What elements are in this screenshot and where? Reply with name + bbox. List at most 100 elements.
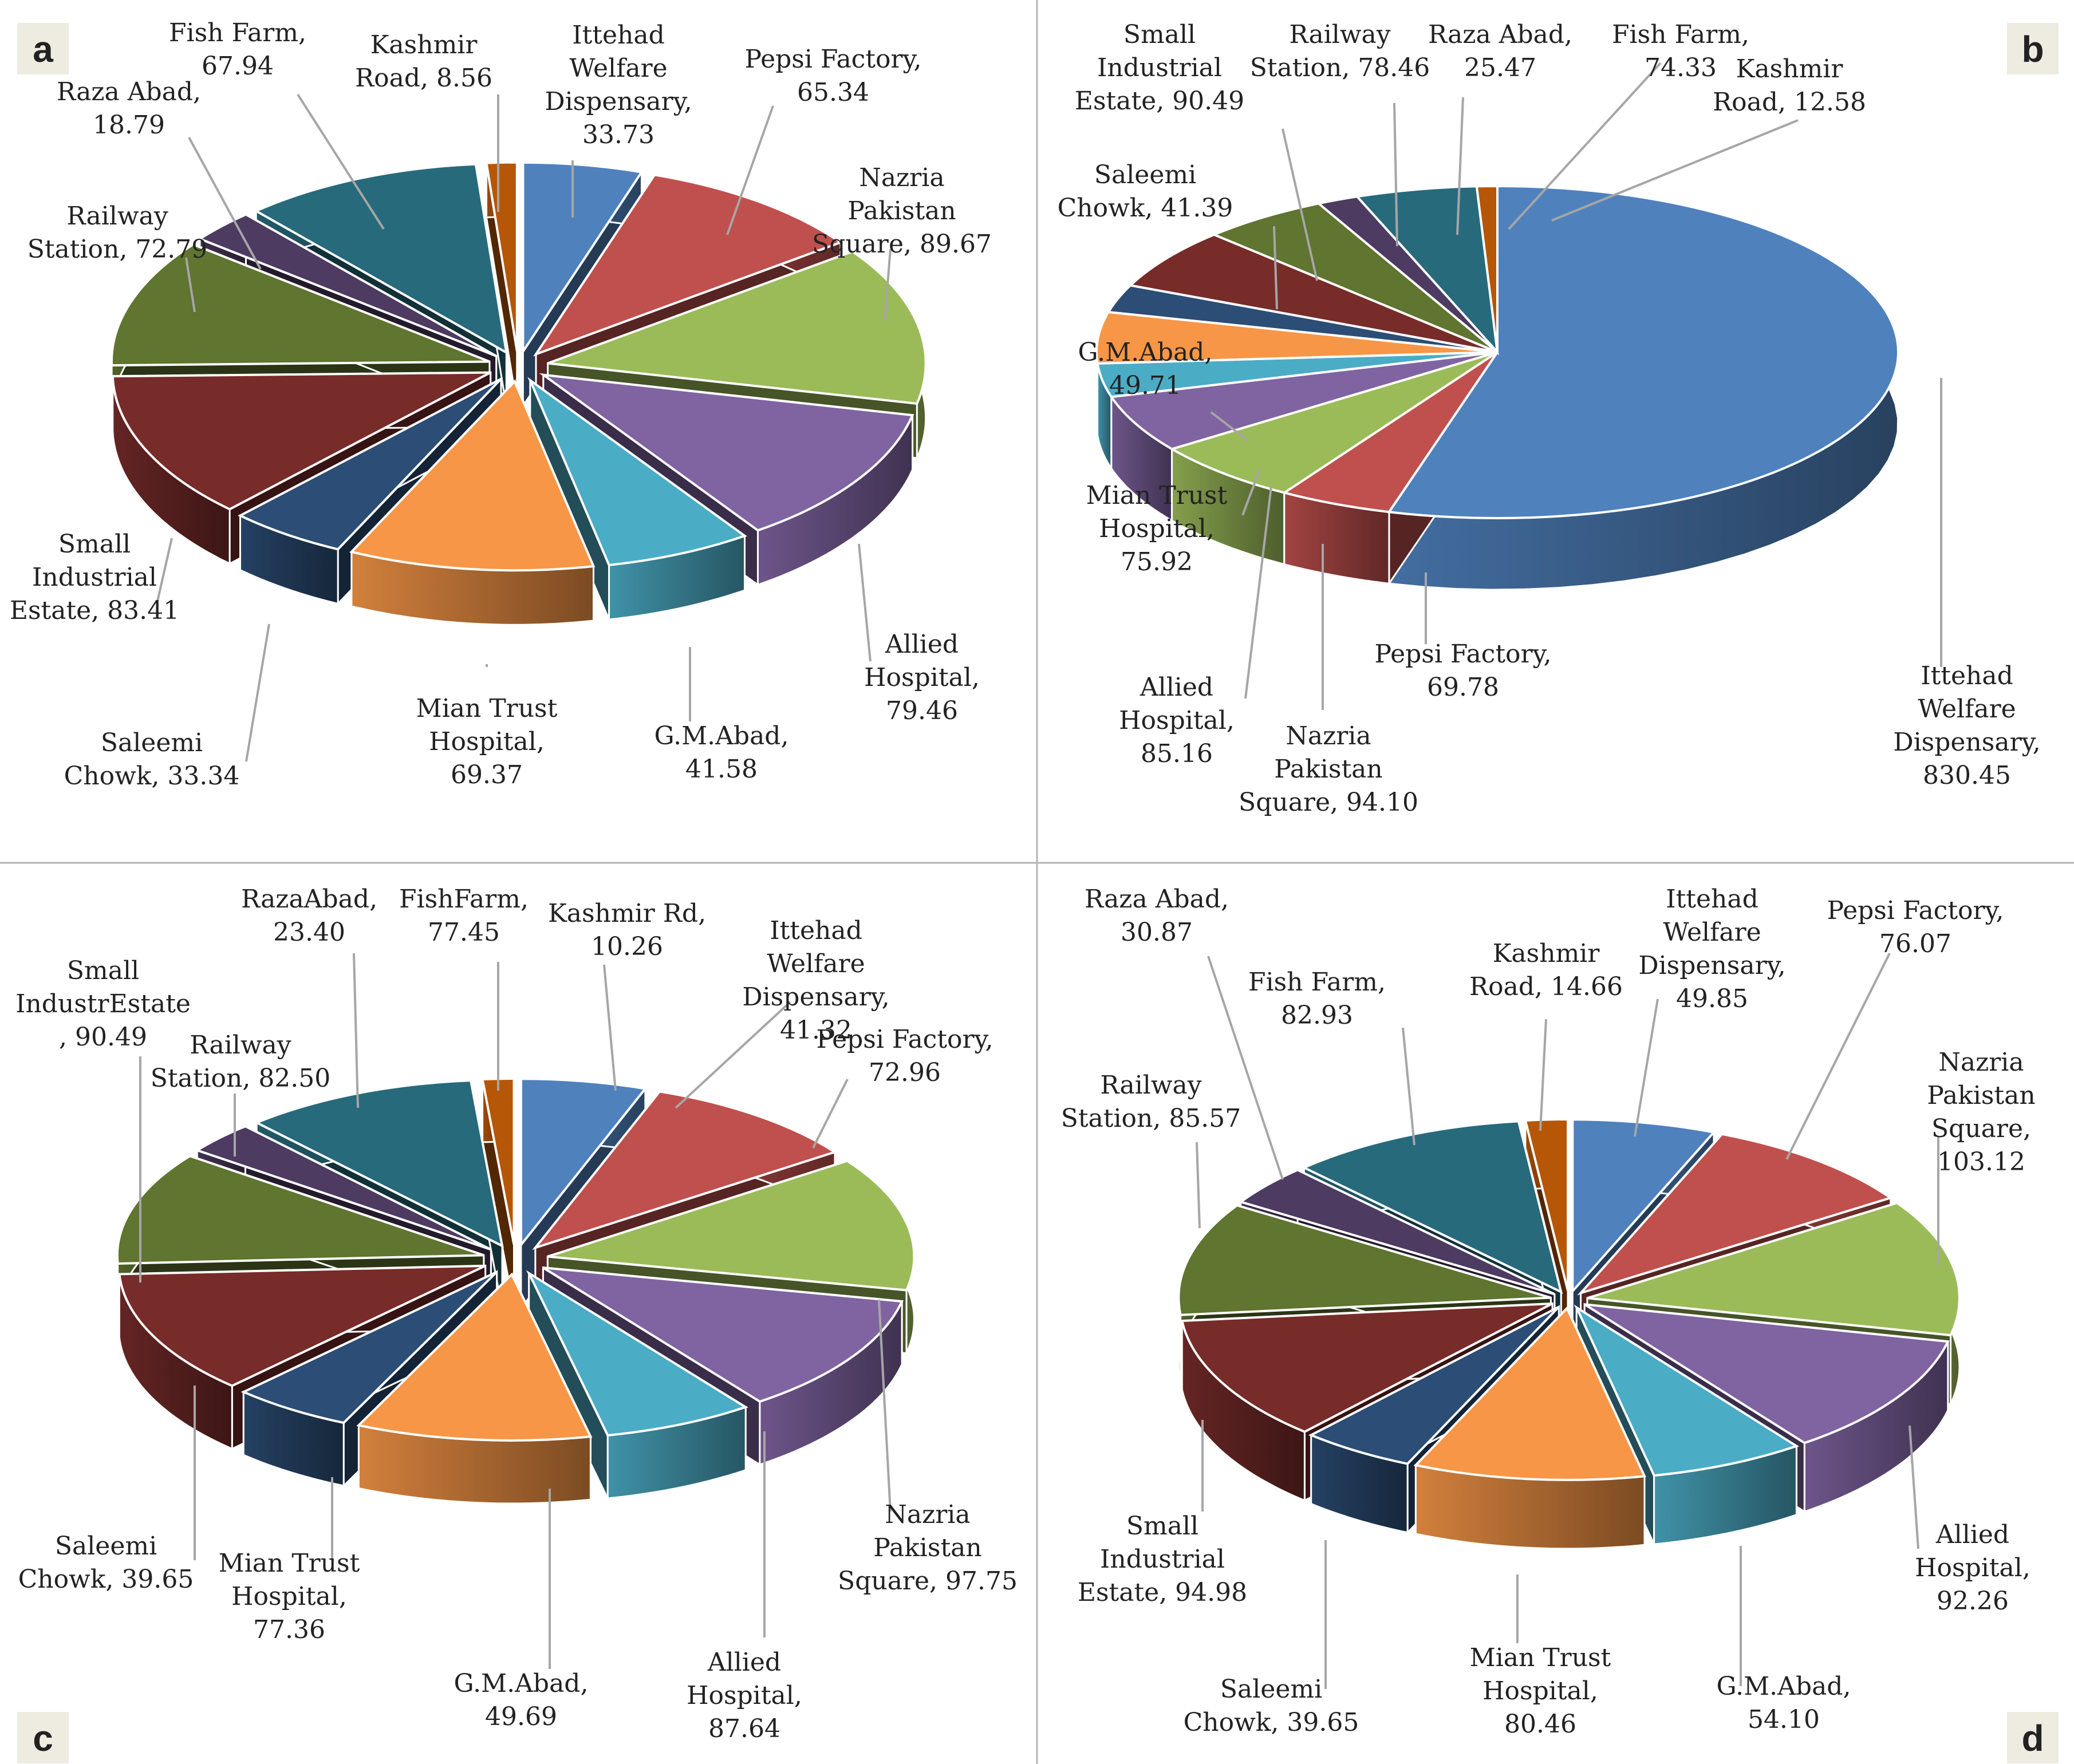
slice-pepsi-factory xyxy=(533,173,843,357)
data-label-pepsi-factory: Pepsi Factory, 65.34 xyxy=(744,45,921,107)
leader-line-pepsi-factory xyxy=(1785,953,1891,1160)
data-label-line: Station, 72.79 xyxy=(27,235,208,264)
data-label-pepsi-factory: Pepsi Factory, 76.07 xyxy=(1827,896,2004,958)
leader-line-fish-farm xyxy=(1402,1027,1415,1146)
leader-line-g-m-abad xyxy=(1210,411,1249,442)
data-label-line: Nazria xyxy=(1938,1048,2024,1077)
data-label-railway-station: Railway Station, 72.79 xyxy=(27,202,208,264)
slice-small-industrial-estate xyxy=(1180,1302,1553,1433)
data-label-line: 54.10 xyxy=(1748,1705,1820,1734)
data-label-line: 76.07 xyxy=(1879,929,1951,958)
panel-letter-badge xyxy=(17,23,69,74)
pie-tops xyxy=(111,161,927,572)
leader-line-railway-station xyxy=(1196,1142,1201,1229)
data-label-nazria-pakistan-square: Nazria Pakistan Square, 97.75 xyxy=(838,1500,1018,1596)
data-label-line: 92.26 xyxy=(1937,1587,2009,1616)
data-label-g-m-abad: G.M.Abad, 41.58 xyxy=(654,721,789,784)
data-label-line: Welfare xyxy=(1918,694,2016,724)
data-label-line: Pepsi Factory, xyxy=(1374,640,1551,669)
data-label-line: Road, 14.66 xyxy=(1469,972,1623,1001)
data-label-line: Hospital, xyxy=(687,1681,802,1710)
leader-line-small-industrial-estate xyxy=(1282,128,1318,281)
data-label-line: Hospital, xyxy=(231,1582,347,1611)
leader-line-razaabad xyxy=(353,953,359,1108)
slice-small-industrial-estate xyxy=(111,371,491,511)
slice-ittehad-welfare-dispensary xyxy=(1571,1118,1716,1295)
pie-labels: Ittehad Welfare Dispensary, 33.73 Pepsi Fact… xyxy=(10,18,992,791)
slice-nazria-pakistan-square xyxy=(547,1159,916,1292)
panel-letter: d xyxy=(2021,1718,2044,1759)
data-label-line: G.M.Abad, xyxy=(454,1669,589,1698)
data-label-line: 25.47 xyxy=(1464,53,1536,82)
data-label-line: Chowk, 41.39 xyxy=(1058,194,1233,223)
data-label-allied-hospital: Allied Hospital, 92.26 xyxy=(1915,1520,2030,1616)
data-label-line: 72.96 xyxy=(869,1058,941,1087)
data-label-line: Mian Trust xyxy=(1470,1643,1611,1672)
data-label-allied-hospital: Allied Hospital, 79.46 xyxy=(864,630,980,725)
leader-line-mian-trust-hospital xyxy=(1241,469,1261,516)
pie-labels: Ittehad Welfare Dispensary, 830.45 Pepsi Fac… xyxy=(1058,20,2041,817)
data-label-line: Railway xyxy=(1289,20,1390,49)
data-label-line: Allied xyxy=(1935,1520,2009,1549)
slice-allied-hospital xyxy=(539,373,914,532)
slice-mian-trust-hospital xyxy=(356,1272,593,1442)
data-label-line: Chowk, 39.65 xyxy=(18,1565,194,1594)
pie-panel-d: Ittehad Welfare Dispensary, 49.85 Pepsi Fact… xyxy=(1061,885,2059,1763)
slice-g-m-abad xyxy=(527,377,747,567)
slice-nazria-pakistan-square xyxy=(1169,351,1499,494)
leader-line-ittehad-welfare-dispensary xyxy=(1634,999,1659,1137)
data-label-razaabad: RazaAbad, 23.40 xyxy=(241,885,377,947)
data-label-line: 49.85 xyxy=(1676,984,1748,1013)
data-label-line: 10.26 xyxy=(591,932,663,961)
data-label-line: Nazria xyxy=(885,1500,970,1529)
panel-letter-badge xyxy=(2007,23,2059,74)
data-label-line: 67.94 xyxy=(202,52,274,81)
slice-saleemi-chowk xyxy=(1308,1305,1560,1465)
data-label-line: IndustrEstate xyxy=(15,989,191,1019)
data-label-pepsi-factory: Pepsi Factory, 69.78 xyxy=(1374,640,1551,702)
slice-mian-trust-hospital xyxy=(1095,310,1498,365)
data-label-line: Fish Farm, xyxy=(1248,968,1386,997)
slice-pepsi-factory xyxy=(532,1090,838,1250)
data-label-fish-farm: Fish Farm, 74.33 xyxy=(1612,20,1749,82)
data-label-line: Square, 94.10 xyxy=(1239,788,1418,817)
data-label-raza-abad: Raza Abad, 30.87 xyxy=(1085,885,1229,947)
data-label-line: RazaAbad, xyxy=(241,885,377,914)
data-label-small-industrial-estate: Small Industrial Estate, 90.49 xyxy=(1075,20,1244,116)
slice-fish-farm xyxy=(253,163,508,355)
data-label-line: Hospital, xyxy=(1099,514,1215,543)
data-label-line: 30.87 xyxy=(1121,918,1193,947)
leader-line-nazria-pakistan-square xyxy=(884,248,892,321)
panel-letter: b xyxy=(2021,29,2044,70)
slice-raza-abad xyxy=(1238,1169,1555,1296)
panel-letter: c xyxy=(33,1718,53,1759)
data-label-line: 23.40 xyxy=(273,918,345,947)
slice-pepsi-factory xyxy=(1577,1132,1894,1296)
slice-pepsi-factory xyxy=(1281,351,1499,514)
data-label-small-industrial-estate: Small Industrial Estate, 83.41 xyxy=(10,530,179,625)
slice-mian-trust-hospital xyxy=(349,379,596,572)
leader-line-kashmir-road xyxy=(1539,1019,1547,1131)
panel-letter: a xyxy=(33,29,53,70)
data-label-line: Fish Farm, xyxy=(1612,20,1749,49)
leader-line-pepsi-factory xyxy=(726,105,774,235)
data-label-mian-trust-hospital: Mian Trust Hospital, 77.36 xyxy=(219,1549,360,1644)
data-label-nazria-pakistan-square: Nazria Pakistan Square, 94.10 xyxy=(1239,721,1418,817)
leader-line-railway-station xyxy=(1393,102,1398,247)
data-label-line: Station, 82.50 xyxy=(151,1064,331,1093)
data-label-ittehad-welfare-dispensary: Ittehad Welfare Dispensary, 830.45 xyxy=(1893,661,2040,790)
data-label-saleemi-chowk: Saleemi Chowk, 33.34 xyxy=(64,728,240,791)
data-label-line: Road, 12.58 xyxy=(1713,88,1866,117)
data-label-line: Saleemi xyxy=(1094,160,1196,190)
data-label-line: Ittehad xyxy=(770,916,862,945)
data-label-line: Station, 78.46 xyxy=(1250,53,1430,82)
data-label-line: Industrial xyxy=(32,563,157,592)
data-label-kashmir-road: Kashmir Road, 12.58 xyxy=(1713,54,1866,117)
leader-line-fish-farm xyxy=(297,93,385,230)
slice-ittehad-welfare-dispensary xyxy=(519,1078,648,1249)
panel-letter-badge xyxy=(2007,1712,2059,1763)
data-label-line: G.M.Abad, xyxy=(654,721,789,751)
data-label-line: Kashmir xyxy=(370,30,478,60)
slice-saleemi-chowk xyxy=(240,1270,498,1424)
